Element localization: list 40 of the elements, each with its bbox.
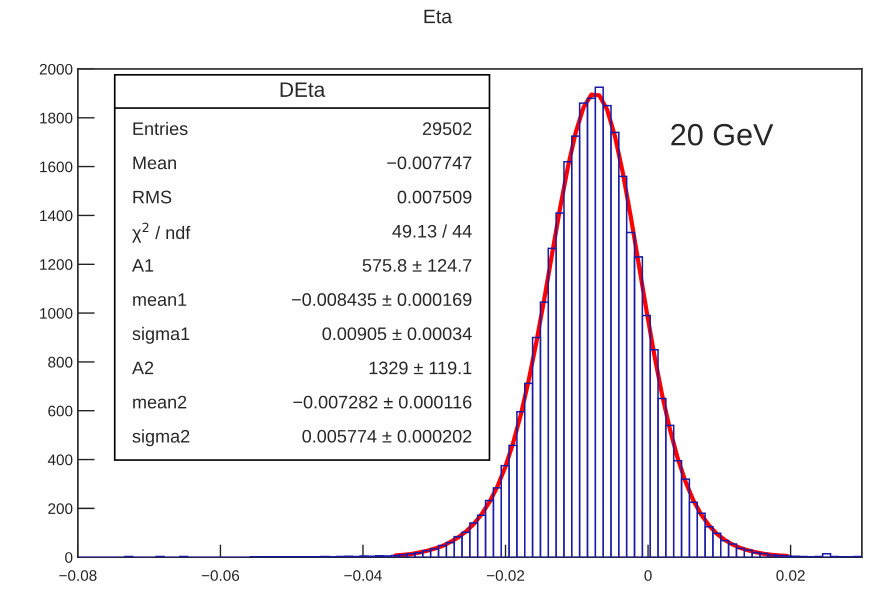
annotation: A1	[132, 259, 154, 272]
x-tick-label: −0.02	[486, 570, 524, 581]
annotation: −0.007282 ± 0.000116	[293, 396, 472, 408]
annotation: −0.007747	[387, 156, 472, 170]
y-tick-label: 1200	[40, 259, 72, 270]
y-tick-label: 1600	[40, 161, 72, 172]
y-tick-label: 400	[48, 454, 72, 466]
x-tick-label: 0	[644, 570, 652, 581]
y-tick-label: 0	[65, 552, 72, 563]
annotation: 29502	[422, 122, 472, 136]
annotation: 0.00905 ± 0.00034	[322, 327, 472, 340]
x-tick-label: −0.06	[202, 570, 240, 581]
x-tick-label: 0.02	[776, 570, 805, 581]
y-tick-label: 1400	[40, 210, 72, 222]
annotation: −0.008435 ± 0.000169	[292, 293, 472, 306]
y-tick-label: 200	[48, 503, 72, 514]
annotation: 1329 ± 119.1	[370, 362, 472, 374]
annotation: 0.007509	[398, 190, 472, 204]
annotation: 49.13 / 44	[392, 224, 472, 238]
y-tick-label: 600	[48, 406, 72, 416]
annotation: Entries	[133, 122, 188, 136]
annotation: RMS	[133, 190, 172, 204]
annotation: DEta	[280, 82, 326, 98]
annotation: Mean	[133, 156, 176, 170]
y-tick-label: 1000	[40, 308, 72, 319]
annotation: A2	[132, 362, 154, 374]
annotation: 575.8 ± 124.7	[362, 259, 472, 272]
y-tick-label: 800	[48, 356, 72, 368]
annotation: χ$^{2}$ / ndf	[132, 222, 190, 243]
annotation: 0.005774 ± 0.000202	[302, 430, 472, 443]
y-tick-label: 2000	[40, 64, 72, 75]
chart-title: Eta	[424, 10, 452, 24]
annotation: mean2	[133, 396, 186, 408]
annotation: sigma2	[132, 429, 190, 446]
annotation: sigma1	[132, 326, 190, 344]
annotation: mean1	[133, 293, 186, 306]
annotation: 20 GeV	[671, 124, 774, 146]
y-tick-label: 1800	[40, 112, 72, 124]
x-tick-label: −0.04	[344, 570, 382, 581]
x-tick-label: −0.08	[59, 570, 97, 581]
